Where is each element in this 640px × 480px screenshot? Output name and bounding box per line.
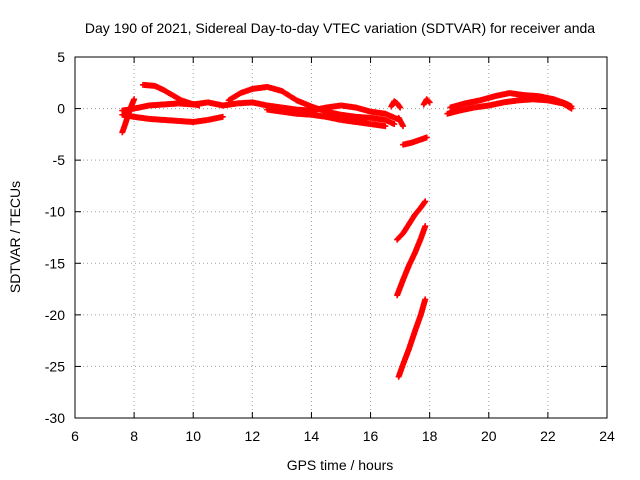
data-trace xyxy=(250,99,269,109)
x-tick-label: 18 xyxy=(422,428,438,444)
series-track-h xyxy=(388,98,404,111)
data-point xyxy=(568,105,575,112)
series-track-f xyxy=(264,106,389,130)
chart-title: Day 190 of 2021, Sidereal Day-to-day VTE… xyxy=(85,20,595,36)
series-track-e xyxy=(225,83,398,128)
data-trace xyxy=(412,313,424,333)
y-tick-label: -5 xyxy=(53,152,66,168)
series-track-g xyxy=(395,114,407,130)
data-trace xyxy=(388,99,397,109)
data-point xyxy=(397,104,404,111)
data-trace xyxy=(412,205,423,217)
x-tick-label: 20 xyxy=(481,428,497,444)
series-track-m xyxy=(394,198,429,243)
data-trace xyxy=(424,97,432,105)
data-trace xyxy=(502,97,520,106)
data-trace xyxy=(280,88,299,103)
data-point xyxy=(422,296,429,303)
data-point xyxy=(422,198,429,205)
data-trace xyxy=(412,236,424,255)
data-trace xyxy=(400,263,412,282)
y-tick-label: 5 xyxy=(57,49,65,65)
gridlines xyxy=(75,57,607,418)
x-tick-label: 24 xyxy=(599,428,615,444)
data-trace xyxy=(309,103,328,115)
x-axis-label: GPS time / hours xyxy=(287,457,394,473)
data-trace xyxy=(392,99,400,106)
data-point xyxy=(382,123,389,130)
data-trace xyxy=(354,104,373,115)
series-track-i xyxy=(420,96,433,108)
x-tick-label: 10 xyxy=(185,428,201,444)
data-trace xyxy=(493,90,512,99)
data-trace xyxy=(132,114,151,122)
data-trace xyxy=(339,102,358,111)
y-tick-label: -10 xyxy=(45,204,65,220)
y-axis-label: SDTVAR / TECUs xyxy=(7,181,23,293)
data-trace xyxy=(406,329,418,351)
y-tick-label: -25 xyxy=(45,358,65,374)
y-tick-label: 0 xyxy=(57,101,65,117)
data-point xyxy=(400,123,407,130)
data-point xyxy=(422,223,429,230)
data-trace xyxy=(132,102,151,112)
data-trace xyxy=(487,99,506,109)
data-point xyxy=(131,96,138,103)
series-track-o xyxy=(395,296,429,380)
series-track-j xyxy=(400,134,430,148)
data-trace xyxy=(394,101,403,110)
plot-frame xyxy=(74,56,608,419)
data-trace xyxy=(421,97,429,107)
data-point xyxy=(391,121,398,128)
x-tick-label: 22 xyxy=(540,428,556,444)
data-point xyxy=(196,102,203,109)
data-trace xyxy=(507,90,526,98)
data-trace xyxy=(400,347,412,367)
x-tick-label: 16 xyxy=(363,428,379,444)
series-track-c xyxy=(139,81,203,109)
axis-ticks: 6 8 10 12 14 16 18 20 22 24 5 0 -5 -10 -15 -20 -25 -30 xyxy=(45,49,615,444)
x-tick-label: 6 xyxy=(71,428,79,444)
data-trace xyxy=(191,117,210,125)
x-tick-label: 8 xyxy=(130,428,138,444)
y-tick-label: -30 xyxy=(45,410,65,426)
series-track-d xyxy=(119,96,138,136)
x-tick-label: 12 xyxy=(245,428,261,444)
data-trace xyxy=(418,297,428,317)
data-point xyxy=(219,113,226,120)
data-trace xyxy=(206,99,225,109)
x-tick-label: 14 xyxy=(304,428,320,444)
data-trace xyxy=(206,114,225,123)
data-trace xyxy=(295,97,314,109)
data-trace xyxy=(394,278,406,297)
y-tick-label: -20 xyxy=(45,307,65,323)
series-track-n xyxy=(394,223,429,299)
y-tick-label: -15 xyxy=(45,255,65,271)
data-trace xyxy=(395,231,406,242)
data-points xyxy=(119,81,575,380)
series-track-l xyxy=(444,96,575,117)
series-track-b xyxy=(119,111,226,125)
data-point xyxy=(426,99,433,106)
data-point xyxy=(423,134,430,141)
